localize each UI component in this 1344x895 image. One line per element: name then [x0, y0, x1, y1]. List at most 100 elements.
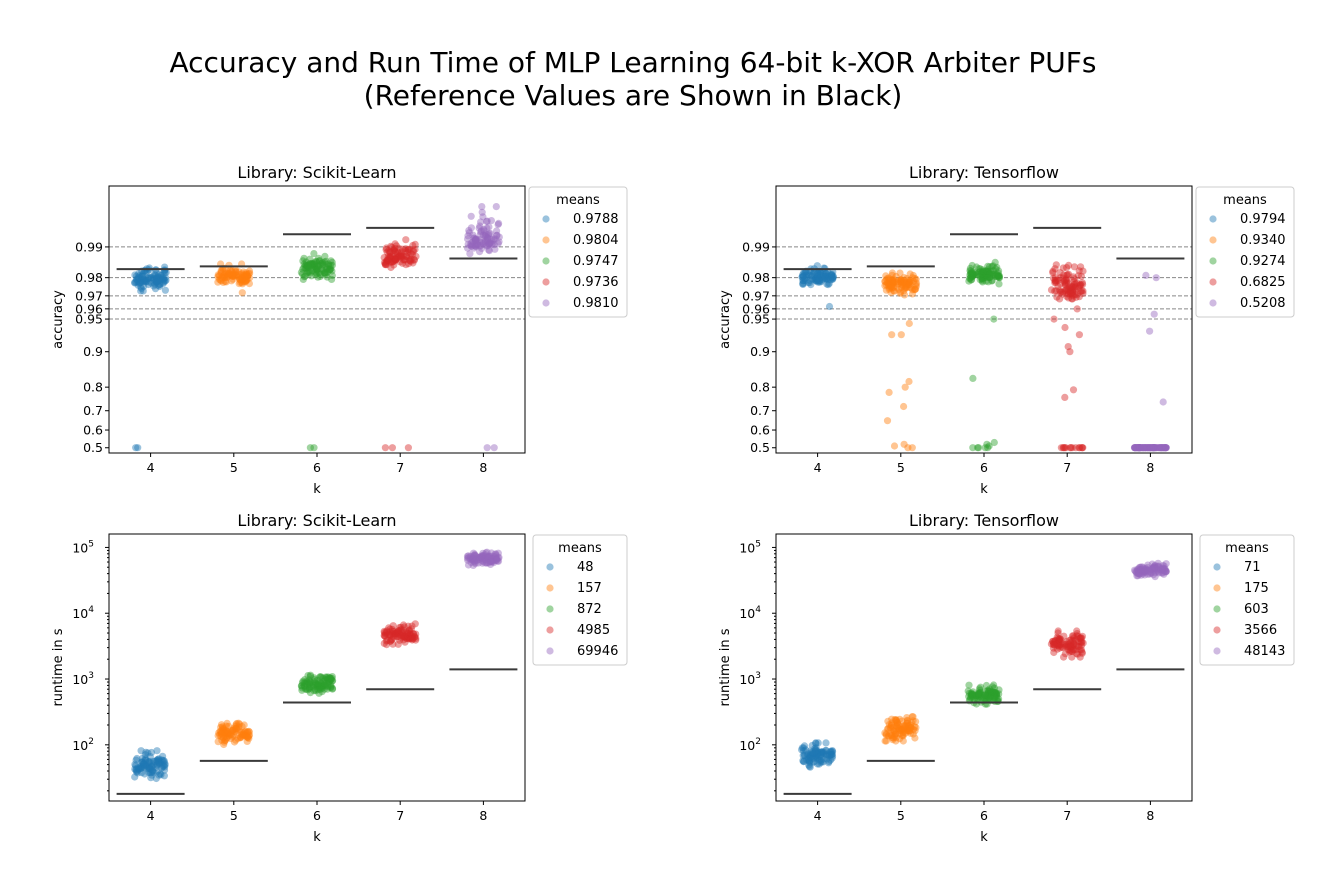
- data-point: [980, 694, 988, 702]
- y-axis-label: runtime in s: [51, 628, 66, 706]
- data-point: [912, 723, 920, 732]
- data-point: [891, 730, 899, 738]
- data-point: [1162, 568, 1170, 576]
- data-point: [995, 695, 1003, 703]
- data-point: [885, 277, 893, 285]
- data-point: [160, 758, 168, 766]
- data-point: [310, 262, 318, 270]
- data-point: [388, 243, 396, 251]
- data-point: [1131, 444, 1139, 452]
- data-point: [989, 267, 997, 275]
- data-point: [1067, 643, 1075, 651]
- data-point: [822, 270, 830, 278]
- data-point: [389, 258, 397, 266]
- data-point: [312, 257, 320, 265]
- data-point: [476, 248, 484, 256]
- data-point: [301, 272, 309, 280]
- data-point: [160, 275, 168, 283]
- data-point: [135, 270, 143, 278]
- data-point: [155, 771, 163, 779]
- data-point: [798, 744, 807, 752]
- data-point: [380, 631, 388, 640]
- data-point: [493, 555, 501, 563]
- data-point: [897, 283, 906, 291]
- legend-marker: [1213, 605, 1221, 613]
- data-point: [396, 258, 404, 266]
- data-point: [142, 756, 150, 765]
- data-point: [384, 256, 392, 264]
- data-point: [404, 246, 412, 254]
- data-point: [1070, 640, 1078, 648]
- data-point: [141, 276, 149, 284]
- data-point: [988, 688, 996, 696]
- legend-title: means: [558, 541, 602, 556]
- data-point: [812, 275, 820, 283]
- data-point: [223, 273, 231, 281]
- data-point: [804, 756, 813, 764]
- data-point: [157, 271, 165, 279]
- data-point: [808, 750, 817, 758]
- legend-marker: [1213, 584, 1221, 592]
- data-point: [893, 719, 902, 727]
- data-point: [828, 750, 836, 758]
- data-point: [488, 556, 496, 565]
- data-point: [1155, 444, 1163, 452]
- data-point: [473, 241, 481, 249]
- data-point: [483, 555, 491, 563]
- data-point: [467, 558, 475, 567]
- data-point: [322, 673, 330, 681]
- data-point: [161, 763, 169, 771]
- data-point: [309, 681, 317, 689]
- data-point: [907, 284, 915, 292]
- data-point: [479, 239, 487, 247]
- data-point: [308, 267, 317, 275]
- data-point: [989, 688, 997, 697]
- data-point: [310, 260, 318, 268]
- data-point: [1051, 279, 1059, 287]
- data-point: [473, 235, 481, 243]
- data-point: [890, 727, 898, 735]
- data-point: [485, 552, 493, 560]
- data-point: [1136, 567, 1144, 575]
- data-point: [903, 726, 911, 734]
- legend-marker: [1213, 626, 1221, 634]
- data-point: [974, 692, 982, 700]
- data-point: [299, 257, 307, 265]
- data-point: [217, 268, 225, 276]
- data-point: [318, 265, 326, 273]
- data-point: [984, 274, 992, 282]
- data-point: [299, 677, 307, 685]
- data-point: [991, 694, 999, 702]
- data-point: [827, 271, 835, 279]
- data-point: [481, 553, 489, 561]
- data-point: [1146, 327, 1154, 335]
- y-tick-label: 0.6: [750, 423, 770, 438]
- data-point: [1055, 641, 1063, 649]
- data-point: [1158, 565, 1166, 573]
- data-point: [898, 280, 906, 288]
- data-point: [901, 723, 909, 731]
- data-point: [971, 692, 979, 700]
- data-point: [807, 281, 815, 289]
- data-point: [818, 748, 826, 756]
- data-point: [464, 556, 472, 564]
- data-point: [486, 229, 495, 238]
- data-point: [327, 257, 335, 265]
- data-point: [995, 280, 1003, 288]
- data-point: [1144, 444, 1152, 452]
- data-point: [409, 635, 417, 643]
- data-point: [317, 265, 325, 273]
- data-point: [392, 255, 400, 263]
- data-point: [224, 730, 232, 738]
- data-point: [404, 632, 412, 641]
- data-point: [972, 263, 981, 271]
- data-point: [491, 235, 499, 243]
- data-point: [812, 277, 820, 285]
- data-point: [314, 261, 322, 269]
- data-point: [392, 242, 400, 250]
- data-point: [147, 765, 155, 773]
- data-point: [241, 727, 249, 735]
- data-point: [1161, 565, 1169, 573]
- data-point: [1132, 444, 1140, 452]
- data-point: [466, 555, 474, 563]
